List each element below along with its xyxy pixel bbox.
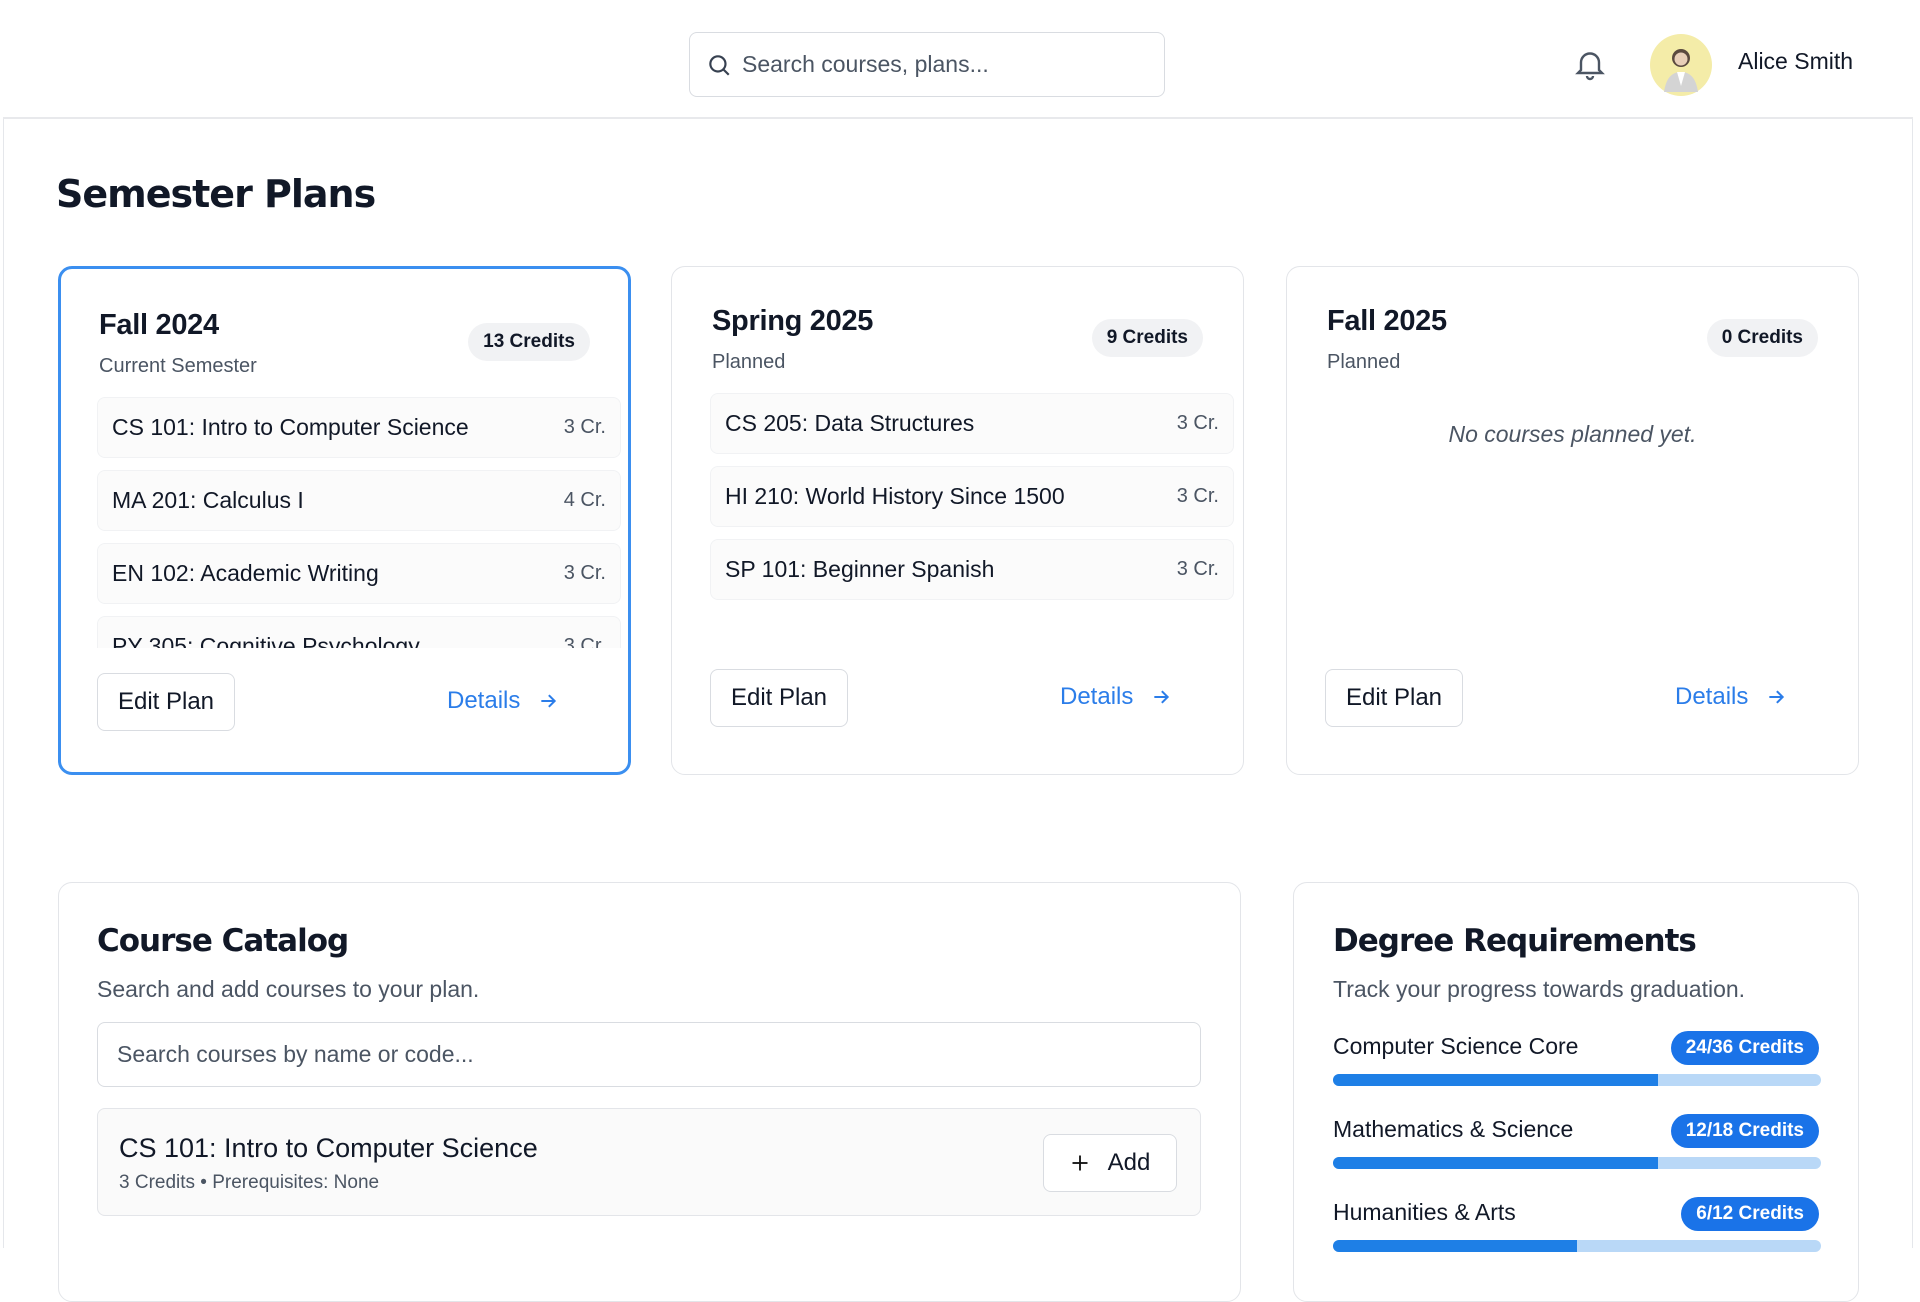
catalog-title: Course Catalog [97, 923, 349, 959]
details-link[interactable]: Details [447, 687, 558, 715]
catalog-search-placeholder: Search courses by name or code... [117, 1041, 474, 1067]
arrow-icon [1769, 690, 1785, 704]
requirements-subtitle: Track your progress towards graduation. [1333, 976, 1746, 1002]
edit-plan-button[interactable]: Edit Plan [1325, 669, 1463, 727]
course-list: CS 101: Intro to Computer Science 3 Cr. MA… [97, 397, 627, 648]
course-title: HI 210: World History Since 1500 [725, 483, 1065, 509]
requirement-name: Humanities & Arts [1333, 1199, 1516, 1225]
semester-card: Fall 2025 Planned 0 Credits No courses plan… [1286, 266, 1859, 775]
empty-message: No courses planned yet. [1448, 421, 1697, 447]
course-credits: 4 Cr. [563, 489, 606, 511]
course-title: SP 101: Beginner Spanish [725, 556, 995, 582]
semester-card: Fall 2024 Current Semester 13 Credits CS 10… [58, 266, 631, 775]
avatar[interactable] [1650, 34, 1712, 96]
plus-icon [1072, 1155, 1088, 1171]
progress-track [1333, 1240, 1821, 1252]
details-link[interactable]: Details [1060, 683, 1171, 711]
details-text: Details [447, 687, 521, 714]
progress-fill [1333, 1240, 1577, 1252]
edit-plan-button[interactable]: Edit Plan [710, 669, 848, 727]
requirement-pill: 6/12 Credits [1681, 1197, 1819, 1231]
progress-fill [1333, 1074, 1659, 1086]
notification-bell[interactable] [1572, 46, 1608, 82]
progress-fill [1333, 1157, 1659, 1169]
course-list: CS 205: Data Structures 3 Cr. HI 210: Worl… [710, 393, 1240, 648]
course-credits: 3 Cr. [563, 562, 606, 584]
arrow-icon [1154, 690, 1170, 704]
add-button[interactable]: Add [1043, 1134, 1177, 1192]
edit-plan-button[interactable]: Edit Plan [97, 673, 235, 731]
course-row: SP 101: Beginner Spanish 3 Cr. [710, 539, 1234, 600]
course-title: EN 102: Academic Writing [112, 560, 379, 586]
credits-pill: 0 Credits [1706, 319, 1818, 357]
course-row: EN 102: Academic Writing 3 Cr. [97, 543, 621, 604]
credits-pill: 9 Credits [1091, 319, 1203, 357]
page-title: Semester Plans [56, 172, 376, 216]
progress-track [1333, 1074, 1821, 1086]
header: Search courses, plans... Alice Smith [3, 0, 1913, 119]
course-row: PY 305: Cognitive Psychology 3 Cr. [97, 616, 621, 648]
course-credits: 3 Cr. [563, 635, 606, 648]
semester-status: Planned [1327, 351, 1401, 373]
catalog-subtitle: Search and add courses to your plan. [97, 976, 480, 1002]
course-catalog: Course Catalog Search and add courses to… [58, 882, 1241, 1302]
arrow-icon [541, 694, 557, 708]
search-icon [709, 54, 730, 76]
search-placeholder: Search courses, plans... [742, 51, 989, 77]
frame [3, 0, 1913, 1248]
catalog-course-title: CS 101: Intro to Computer Science [119, 1133, 538, 1163]
semester-name: Spring 2025 [712, 305, 874, 337]
details-text: Details [1675, 683, 1749, 710]
requirement-pill: 24/36 Credits [1670, 1031, 1819, 1065]
semester-status: Current Semester [99, 355, 257, 377]
course-credits: 3 Cr. [563, 416, 606, 438]
add-text: Add [1107, 1149, 1151, 1176]
course-row: CS 205: Data Structures 3 Cr. [710, 393, 1234, 454]
requirement-name: Computer Science Core [1333, 1033, 1579, 1059]
semester-card: Spring 2025 Planned 9 Credits CS 205: Data … [671, 266, 1244, 775]
course-credits: 3 Cr. [1176, 558, 1219, 580]
course-row: CS 101: Intro to Computer Science 3 Cr. [97, 397, 621, 458]
global-search[interactable]: Search courses, plans... [689, 32, 1165, 97]
page: {"header":{"search_placeholder":"Search … [3, 0, 1913, 1302]
course-title: PY 305: Cognitive Psychology [112, 633, 420, 648]
details-link[interactable]: Details [1675, 683, 1786, 711]
course-title: MA 201: Calculus I [112, 487, 304, 513]
requirements-title: Degree Requirements [1333, 923, 1697, 959]
details-text: Details [1060, 683, 1134, 710]
requirement-name: Mathematics & Science [1333, 1116, 1574, 1142]
catalog-course-meta: 3 Credits • Prerequisites: None [119, 1172, 380, 1193]
degree-requirements: Degree Requirements Track your progress … [1293, 882, 1859, 1302]
progress-track [1333, 1157, 1821, 1169]
course-credits: 3 Cr. [1176, 485, 1219, 507]
course-credits: 3 Cr. [1176, 412, 1219, 434]
course-title: CS 101: Intro to Computer Science [112, 414, 469, 440]
catalog-search[interactable]: Search courses by name or code... [97, 1022, 1201, 1087]
semester-name: Fall 2024 [99, 309, 219, 341]
user-name: Alice Smith [1738, 48, 1854, 74]
catalog-course: CS 101: Intro to Computer Science 3 Credi… [97, 1108, 1201, 1216]
semester-status: Planned [712, 351, 786, 373]
course-row: MA 201: Calculus I 4 Cr. [97, 470, 621, 531]
requirement-pill: 12/18 Credits [1670, 1114, 1819, 1148]
course-title: CS 205: Data Structures [725, 410, 975, 436]
course-row: HI 210: World History Since 1500 3 Cr. [710, 466, 1234, 527]
credits-pill: 13 Credits [468, 323, 590, 361]
semester-name: Fall 2025 [1327, 305, 1447, 337]
